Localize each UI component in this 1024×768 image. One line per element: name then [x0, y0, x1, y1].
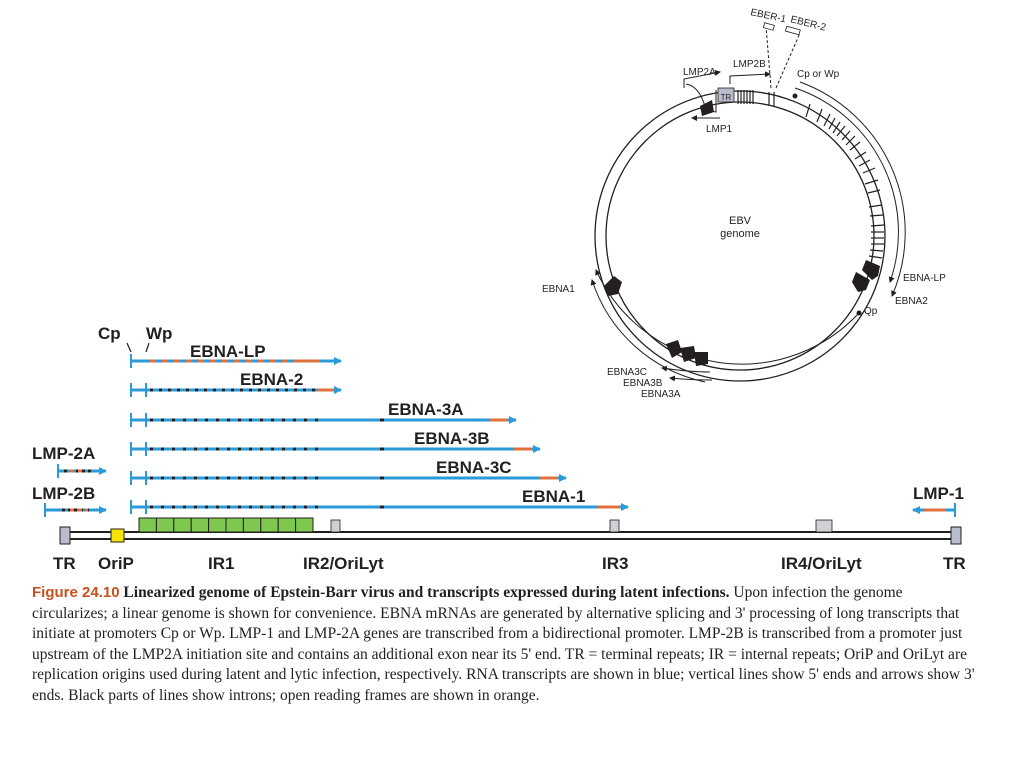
eber-boxes: [762, 22, 801, 36]
ebv-genome-diagram: EBV genome TR: [32, 7, 966, 573]
transcript-ebna-lp: [130, 354, 342, 368]
wp-pointer: [145, 342, 150, 353]
lmp1-exon-arrow: [700, 100, 714, 116]
ir3-label: IR3: [602, 554, 628, 573]
qp-label: Qp: [864, 306, 878, 317]
ebna3a-exon-arrow: [694, 352, 708, 366]
ebna-lp-exon-arrow: [862, 260, 880, 280]
circular-ebna1-label: EBNA1: [542, 284, 575, 295]
circular-tr-label: TR: [721, 93, 732, 102]
ebna3c-transcript: [661, 365, 711, 373]
transcript-ebna-3a: [130, 413, 517, 427]
orip-label: OriP: [98, 554, 134, 573]
ir1-label: IR1: [208, 554, 234, 573]
ebna1-exon-arrow: [604, 276, 622, 296]
circular-ebna2-label: EBNA2: [895, 296, 928, 307]
lmp2a-transcript-arc: [683, 70, 721, 88]
ebna-lp-transcript-arc: [794, 87, 899, 283]
circular-tr-box: [717, 87, 735, 103]
ebna2-transcript-arc: [799, 81, 906, 297]
figure-title: Linearized genome of Epstein-Barr virus …: [123, 584, 730, 601]
lmp2a-label: LMP2A: [683, 67, 716, 78]
circular-genome-map: EBV genome TR: [542, 7, 946, 400]
lmp-2a-label: LMP-2A: [32, 444, 95, 463]
circular-ebna3c-label: EBNA3C: [607, 367, 647, 378]
ebna-3a-label: EBNA-3A: [388, 400, 464, 419]
tr-right-label: TR: [943, 554, 966, 573]
figure-number: Figure 24.10: [32, 584, 120, 601]
ir3-box: [609, 519, 620, 533]
tr-left-box: [59, 526, 71, 545]
cp-wp-promoter-dot: [792, 93, 798, 99]
repeat-tick-marks: [737, 90, 885, 259]
circular-ebna3b-label: EBNA3B: [623, 378, 663, 389]
circular-ebna-lp-label: EBNA-LP: [903, 273, 946, 284]
orip-box: [110, 528, 125, 543]
ebna2-exon-arrow: [852, 272, 870, 292]
ir4-box: [815, 519, 833, 533]
transcript-lmp-2a: [57, 464, 107, 478]
linear-genome-map: Cp Wp EBNA-LP EBNA-2: [32, 324, 966, 573]
ebv-genome-center-label-2: genome: [720, 228, 760, 240]
ebna1-transcript-arc: [595, 269, 860, 365]
eber1-label: EBER-1: [749, 7, 787, 25]
tr-left-label: TR: [53, 554, 76, 573]
lmp2b-label: LMP2B: [733, 59, 766, 70]
transcript-ebna-3c: [130, 471, 567, 485]
transcript-ebna-3b: [130, 442, 541, 456]
ebna-3b-label: EBNA-3B: [414, 429, 490, 448]
lmp2b-transcript-arc: [729, 71, 771, 84]
ebna3b-exon-arrow: [680, 346, 696, 362]
transcript-ebna-1: [130, 500, 629, 514]
lmp1-label: LMP1: [706, 124, 733, 135]
circular-genome-inner-ring: [605, 101, 875, 371]
lmp-1-label: LMP-1: [913, 484, 964, 503]
figure-caption-body: Upon infection the genome circularizes; …: [32, 584, 975, 704]
cp-or-wp-label: Cp or Wp: [797, 69, 840, 80]
ebna3b-transcript: [669, 375, 713, 382]
cp-promoter-label: Cp: [98, 324, 121, 343]
ebna3c-exon-arrow: [666, 340, 682, 358]
ir2-box: [330, 519, 341, 533]
circular-genome-outer-ring: [594, 90, 886, 382]
ebna-1-label: EBNA-1: [522, 487, 585, 506]
ir2-label: IR2/OriLyt: [303, 554, 384, 573]
ebna-3c-label: EBNA-3C: [436, 458, 512, 477]
transcript-ebna-2: [130, 383, 342, 397]
ebna-lp-label: EBNA-LP: [190, 342, 266, 361]
figure-caption: Figure 24.10 Linearized genome of Epstei…: [32, 583, 982, 706]
ir4-label: IR4/OriLyt: [781, 554, 862, 573]
ir1-repeats: [138, 517, 314, 533]
eber-cone: [765, 25, 801, 89]
transcript-lmp-1: [912, 503, 956, 517]
ebna1-outer-arc: [590, 279, 706, 383]
tr-right-box: [950, 526, 962, 545]
cp-pointer: [126, 342, 132, 353]
genome-backbone: [63, 531, 957, 540]
wp-promoter-label: Wp: [146, 324, 172, 343]
ebv-genome-center-label-1: EBV: [729, 215, 752, 227]
lmp-2b-label: LMP-2B: [32, 484, 95, 503]
transcript-lmp-2b: [44, 503, 107, 517]
ebna-2-label: EBNA-2: [240, 370, 303, 389]
circular-ebna3a-label: EBNA3A: [641, 389, 681, 400]
